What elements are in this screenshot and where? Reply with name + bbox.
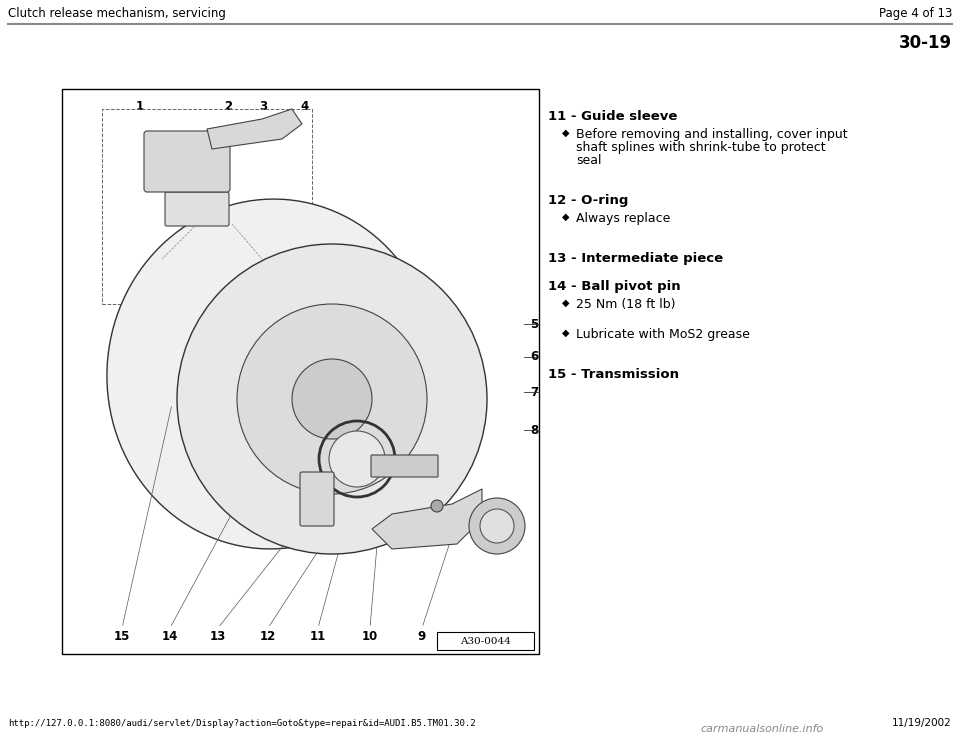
Circle shape: [237, 304, 427, 494]
Text: 3: 3: [259, 100, 267, 114]
Text: ◆: ◆: [562, 212, 569, 222]
Text: Always replace: Always replace: [576, 212, 670, 225]
FancyBboxPatch shape: [300, 472, 334, 526]
Text: 10: 10: [362, 629, 378, 643]
Circle shape: [469, 498, 525, 554]
Polygon shape: [372, 489, 482, 549]
Text: 6: 6: [530, 350, 539, 364]
Bar: [437, 632, 534, 650]
FancyBboxPatch shape: [165, 192, 229, 226]
Text: 11/19/2002: 11/19/2002: [892, 718, 952, 728]
Text: 12: 12: [260, 629, 276, 643]
Text: 5: 5: [530, 318, 539, 330]
Bar: [62, 89, 539, 654]
Text: 2: 2: [224, 100, 232, 114]
Text: 4: 4: [300, 100, 309, 114]
Text: 13: 13: [210, 629, 227, 643]
Text: 11: 11: [310, 629, 326, 643]
Text: 7: 7: [530, 386, 539, 398]
Text: seal: seal: [576, 154, 602, 167]
Circle shape: [431, 500, 443, 512]
Circle shape: [480, 509, 514, 543]
Ellipse shape: [107, 199, 437, 549]
Text: 14: 14: [162, 629, 179, 643]
Circle shape: [177, 244, 487, 554]
Text: 15: 15: [114, 629, 131, 643]
Text: ◆: ◆: [562, 298, 569, 308]
Text: 25 Nm (18 ft lb): 25 Nm (18 ft lb): [576, 298, 676, 311]
Text: 12 - O-ring: 12 - O-ring: [548, 194, 629, 207]
Text: Lubricate with MoS2 grease: Lubricate with MoS2 grease: [576, 328, 750, 341]
Text: Before removing and installing, cover input: Before removing and installing, cover in…: [576, 128, 848, 141]
Text: ◆: ◆: [562, 128, 569, 138]
Polygon shape: [207, 109, 302, 149]
Text: 13 - Intermediate piece: 13 - Intermediate piece: [548, 252, 723, 265]
Text: 15 - Transmission: 15 - Transmission: [548, 368, 679, 381]
Bar: [102, 109, 312, 304]
Text: A30-0044: A30-0044: [460, 637, 511, 646]
FancyBboxPatch shape: [371, 455, 438, 477]
Text: 30-19: 30-19: [899, 34, 952, 52]
Text: carmanualsonline.info: carmanualsonline.info: [700, 724, 824, 734]
Text: 9: 9: [418, 629, 426, 643]
Text: Page 4 of 13: Page 4 of 13: [878, 7, 952, 20]
Text: http://127.0.0.1:8080/audi/servlet/Display?action=Goto&type=repair&id=AUDI.B5.TM: http://127.0.0.1:8080/audi/servlet/Displ…: [8, 719, 475, 728]
Text: shaft splines with shrink-tube to protect: shaft splines with shrink-tube to protec…: [576, 141, 826, 154]
Text: 11 - Guide sleeve: 11 - Guide sleeve: [548, 110, 678, 123]
Text: 1: 1: [136, 100, 144, 114]
FancyBboxPatch shape: [144, 131, 230, 192]
Circle shape: [292, 359, 372, 439]
Text: ◆: ◆: [562, 328, 569, 338]
Text: 8: 8: [530, 424, 539, 436]
Text: 14 - Ball pivot pin: 14 - Ball pivot pin: [548, 280, 681, 293]
Text: Clutch release mechanism, servicing: Clutch release mechanism, servicing: [8, 7, 226, 20]
Circle shape: [329, 431, 385, 487]
